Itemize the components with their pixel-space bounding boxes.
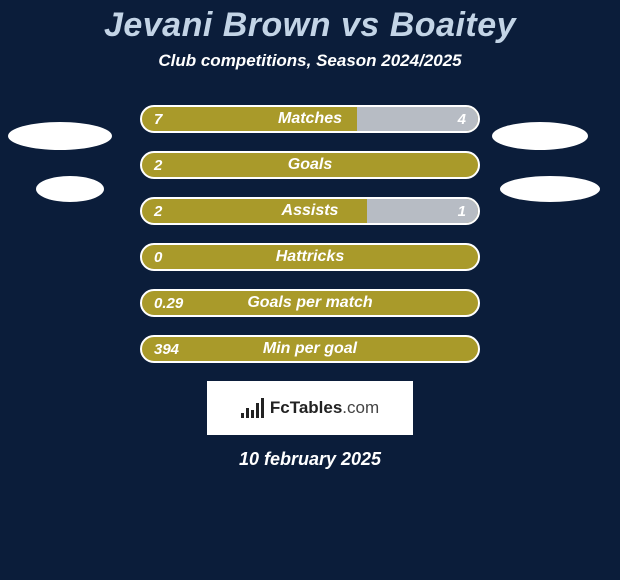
logo-text: FcTables.com	[270, 398, 379, 418]
logo-brand: FcTables	[270, 398, 342, 417]
stat-row: 21Assists	[140, 197, 480, 225]
stat-row: 0Hattricks	[140, 243, 480, 271]
stat-rows: 74Matches 2Goals 21Assists 0Hattricks 0.29Go…	[140, 105, 480, 363]
stat-label: Goals per match	[142, 291, 478, 315]
page-subtitle: Club competitions, Season 2024/2025	[0, 51, 620, 71]
infographic: Jevani Brown vs Boaitey Club competition…	[0, 0, 620, 580]
logo-bars-icon	[241, 398, 264, 418]
stat-row: 74Matches	[140, 105, 480, 133]
stat-label: Assists	[142, 199, 478, 223]
stat-row: 2Goals	[140, 151, 480, 179]
stat-label: Goals	[142, 153, 478, 177]
side-ellipse	[36, 176, 104, 202]
logo-box: FcTables.com	[207, 381, 413, 435]
stat-label: Matches	[142, 107, 478, 131]
stat-row: 394Min per goal	[140, 335, 480, 363]
side-ellipse	[500, 176, 600, 202]
logo-tld: .com	[342, 398, 379, 417]
stat-row: 0.29Goals per match	[140, 289, 480, 317]
side-ellipse	[492, 122, 588, 150]
footer-date: 10 february 2025	[0, 449, 620, 470]
stat-label: Min per goal	[142, 337, 478, 361]
page-title: Jevani Brown vs Boaitey	[0, 0, 620, 45]
stat-label: Hattricks	[142, 245, 478, 269]
side-ellipse	[8, 122, 112, 150]
